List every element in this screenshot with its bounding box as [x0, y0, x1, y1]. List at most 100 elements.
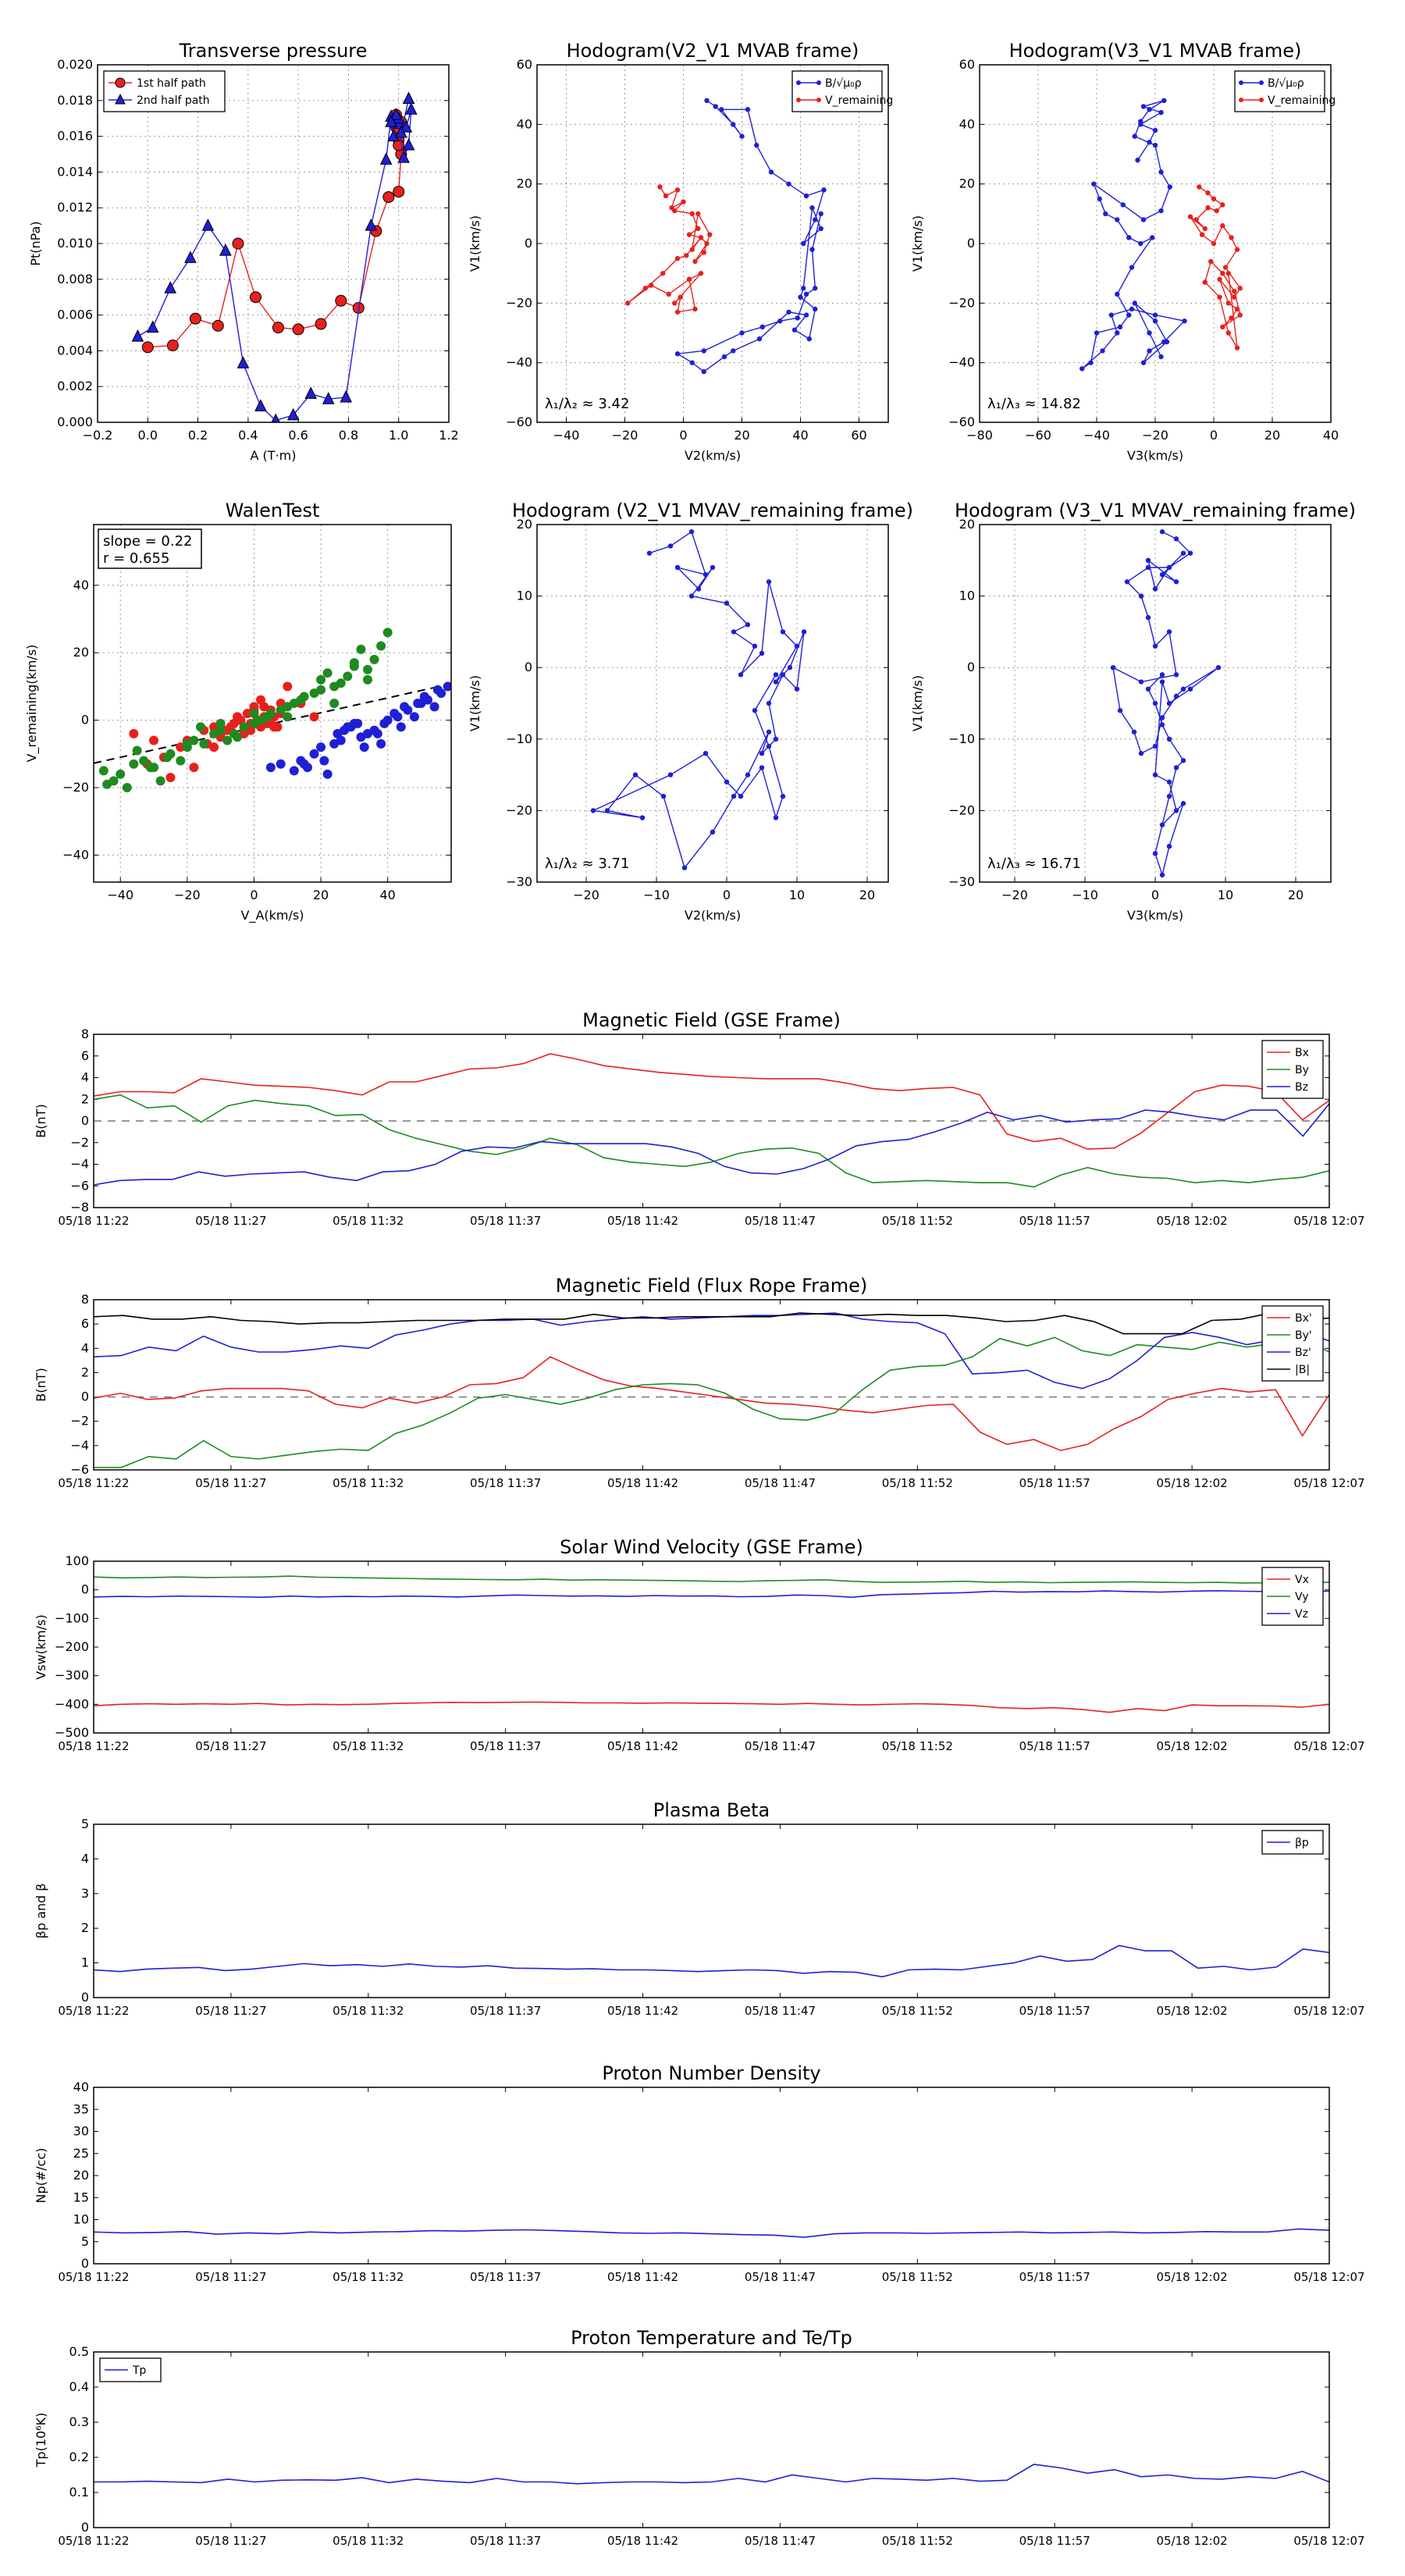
y-tick-label: 0.006 [57, 308, 93, 322]
data-point [229, 728, 239, 738]
x-tick-label: −40 [107, 888, 133, 902]
data-point [1132, 133, 1137, 139]
x-tick-label: 05/18 11:52 [882, 1476, 953, 1490]
data-point [397, 150, 410, 163]
data-point [189, 763, 199, 773]
axes-frame [93, 1560, 1330, 1734]
y-tick-label: −200 [55, 1639, 89, 1654]
data-point [182, 738, 192, 749]
x-tick-label: −80 [966, 428, 993, 443]
data-point [1152, 586, 1158, 592]
data-point [1131, 729, 1137, 735]
data-point [1110, 665, 1116, 671]
y-tick-label: 0 [525, 236, 532, 251]
data-point [639, 815, 646, 820]
data-point [233, 712, 243, 722]
x-tick-label: 20 [1264, 428, 1280, 443]
x-tick-label: 05/18 11:22 [58, 2270, 129, 2284]
x-tick-label: 05/18 12:07 [1293, 2534, 1364, 2548]
data-point [432, 685, 443, 695]
y-tick-label: 0.008 [57, 272, 93, 286]
y-tick-label: 40 [73, 2080, 89, 2094]
y-tick-label: 1 [81, 1955, 89, 1970]
data-point [393, 712, 403, 722]
data-point [1140, 217, 1147, 222]
data-point [166, 340, 179, 352]
data-point [1159, 722, 1165, 728]
y-axis-label: Vsw(km/s) [34, 1614, 48, 1679]
data-point [821, 187, 827, 193]
data-point [798, 294, 803, 300]
y-tick-label: 3 [81, 1886, 89, 1901]
x-tick-label: −10 [643, 888, 670, 902]
x-tick-label: −20 [174, 888, 201, 902]
data-point [376, 738, 386, 749]
y-axis-label: V1(km/s) [468, 675, 482, 731]
data-point [803, 193, 809, 199]
axes-frame [536, 64, 889, 423]
x-tick-label: 05/18 11:42 [607, 1739, 678, 1753]
y-tick-label: 0 [81, 2256, 89, 2271]
legend-label: 1st half path [137, 77, 206, 90]
y-axis-label: V1(km/s) [468, 215, 482, 272]
data-point [707, 232, 713, 237]
y-tick-label: 5 [81, 1816, 89, 1831]
data-point [1166, 844, 1172, 849]
chart-title: Hodogram(V3_V1 MVAB frame) [1009, 40, 1302, 62]
x-tick-label: 05/18 12:02 [1156, 2534, 1227, 2548]
data-point [773, 679, 779, 685]
legend-label: Bz [1295, 1081, 1308, 1094]
data-point [1145, 686, 1151, 692]
y-tick-label: −4 [70, 1438, 89, 1453]
x-tick-label: 05/18 11:27 [195, 1476, 266, 1490]
y-tick-label: 40 [959, 116, 975, 131]
y-tick-label: 0.2 [69, 2450, 89, 2464]
data-point [404, 102, 418, 115]
data-point [1166, 779, 1172, 785]
data-point [1147, 330, 1152, 336]
y-tick-label: 8 [81, 1292, 89, 1307]
chart-tp: −0.2 0.0 0.2 0.4 0.6 0.8 1.0 1.2 0.000 0.002 0.004… [28, 40, 459, 463]
series-line-bfr-0 [94, 1356, 1329, 1451]
data-point [329, 699, 340, 708]
y-tick-label: −60 [948, 415, 975, 429]
data-point [766, 700, 772, 706]
data-point [382, 190, 395, 203]
data-point [604, 808, 610, 813]
x-tick-label: 05/18 11:52 [882, 2534, 953, 2548]
data-point [786, 181, 791, 187]
data-point [1150, 235, 1155, 240]
y-tick-label: 2 [81, 1920, 89, 1935]
x-tick-label: 05/18 12:02 [1156, 1214, 1227, 1228]
data-point [1138, 593, 1144, 599]
legend-label: Bx [1295, 1047, 1309, 1059]
data-point [1115, 330, 1120, 336]
data-point [672, 301, 678, 306]
x-tick-label: 05/18 11:57 [1019, 2004, 1090, 2018]
y-tick-label: −8 [70, 1200, 89, 1215]
x-tick-label: 40 [1323, 428, 1339, 443]
x-tick-label: −20 [1142, 428, 1168, 443]
data-point [674, 187, 681, 193]
y-tick-label: 6 [81, 1316, 89, 1331]
x-tick-label: 05/18 11:22 [58, 1214, 129, 1228]
data-point [704, 240, 710, 247]
y-tick-label: 0.004 [57, 343, 93, 358]
x-tick-label: 0 [1151, 888, 1159, 902]
y-tick-label: 6 [81, 1048, 89, 1063]
legend-label: Vy [1295, 1591, 1309, 1603]
legend-box [791, 70, 883, 112]
y-tick-label: 20 [517, 176, 532, 191]
y-tick-label: 25 [73, 2146, 89, 2161]
data-point [1232, 288, 1237, 294]
x-axis-label: V2(km/s) [685, 448, 741, 463]
x-tick-label: 20 [313, 888, 329, 902]
data-point [102, 779, 112, 789]
data-point [692, 306, 698, 312]
data-point [684, 253, 689, 258]
data-point [777, 318, 783, 324]
x-tick-label: 05/18 11:52 [882, 2270, 953, 2284]
x-tick-label: 05/18 11:42 [607, 1476, 678, 1490]
data-point [237, 356, 250, 368]
